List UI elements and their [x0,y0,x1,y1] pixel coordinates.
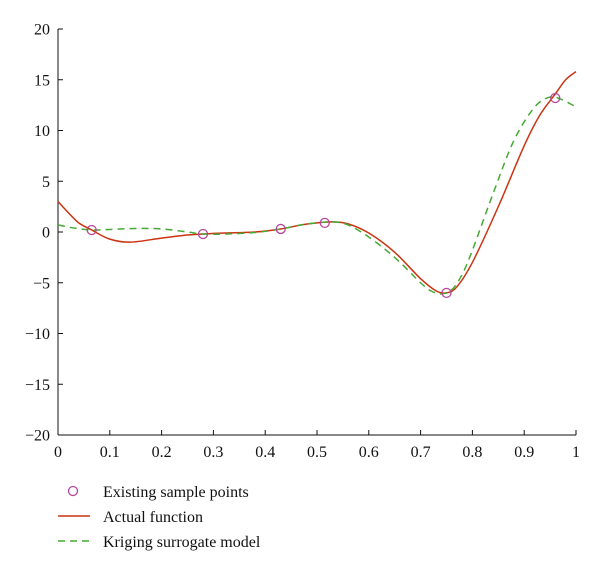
series-line-actual-function [57,71,577,294]
y-tick-label: −20 [25,428,50,445]
legend-label-actual-function: Actual function [103,509,203,526]
x-tick-label: 0.3 [203,444,223,461]
x-tick-label: 0.5 [307,444,327,461]
series-line-kriging-surrogate-model [57,95,577,295]
x-tick-label: 0.9 [514,444,534,461]
legend-item-actual-function: Actual function [58,509,203,526]
legend-label-kriging-model: Kriging surrogate model [103,534,261,551]
series-layer [57,71,577,299]
x-tick-label: 0.4 [255,444,275,461]
x-axis-ticks: 0 0.1 0.2 0.3 0.4 0.5 0.6 0.7 0.8 0.9 1 [54,430,580,461]
sample-point-marker [86,224,97,236]
y-tick-label: 15 [34,72,50,89]
y-tick-label: 5 [42,174,50,191]
sample-point-marker [319,217,330,229]
y-tick-label: 0 [42,225,50,242]
legend: Existing sample points Actual function K… [58,484,261,551]
x-tick-label: 1 [572,444,580,461]
x-tick-label: 0.1 [100,444,120,461]
x-tick-label: 0.2 [152,444,172,461]
y-tick-label: 20 [34,22,50,39]
y-tick-label: −10 [25,326,50,343]
legend-label-sample-points: Existing sample points [103,484,249,501]
y-tick-label: −15 [25,377,50,394]
y-tick-label: −5 [33,275,50,292]
x-tick-label: 0.7 [411,444,431,461]
x-tick-label: 0.8 [462,444,482,461]
x-tick-label: 0.6 [359,444,379,461]
sample-point-marker [275,223,286,235]
sample-point-marker [550,92,561,104]
legend-item-sample-points: Existing sample points [67,484,249,501]
sample-point-marker [197,228,209,240]
legend-item-kriging-model: Kriging surrogate model [58,534,261,551]
legend-circle-marker [67,485,79,497]
x-tick-label: 0 [54,444,62,461]
sample-point-marker [441,287,452,299]
y-tick-label: 10 [34,123,50,140]
y-axis-ticks: 20 15 10 5 0 −5 −10 −15 −20 [25,22,63,445]
